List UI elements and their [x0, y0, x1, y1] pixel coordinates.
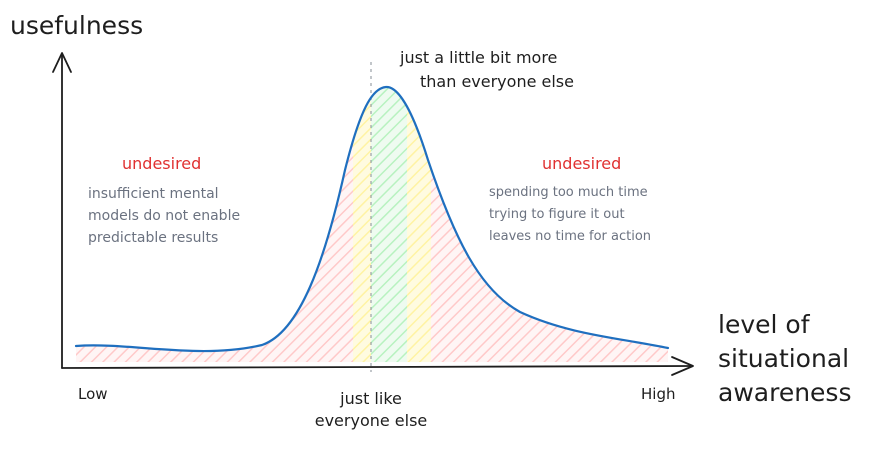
x-axis-label-line-2: situational	[718, 344, 849, 373]
usefulness-curve	[74, 85, 670, 353]
y-axis-label: usefulness	[10, 11, 143, 40]
left-undesired-title: undesired	[122, 154, 201, 173]
yellow-zone-left	[353, 86, 371, 362]
x-axis	[61, 365, 693, 369]
right-description-line-3: leaves no time for action	[489, 229, 651, 244]
tick-middle-line-2: everyone else	[315, 411, 428, 430]
y-axis-arrowhead	[52, 52, 72, 73]
tick-middle-line-1: just like	[339, 389, 402, 408]
x-axis-arrowhead	[671, 356, 694, 376]
left-description-line-1: insufficient mental	[88, 186, 219, 202]
x-axis-label-line-3: awareness	[718, 378, 851, 407]
right-description-line-2: trying to figure it out	[489, 207, 625, 222]
peak-annotation-line-2: than everyone else	[420, 72, 574, 91]
peak-annotation-line-1: just a little bit more	[399, 48, 557, 67]
left-description-line-2: models do not enable	[88, 208, 240, 224]
red-zone-right	[431, 86, 668, 362]
right-description-line-1: spending too much time	[489, 185, 648, 200]
tick-low: Low	[78, 385, 108, 403]
tick-high: High	[641, 385, 675, 403]
right-undesired-title: undesired	[542, 154, 621, 173]
left-description-line-3: predictable results	[88, 230, 218, 246]
x-axis-label-line-1: level of	[718, 310, 811, 339]
green-zone	[371, 86, 407, 362]
yellow-zone-right	[407, 86, 431, 362]
